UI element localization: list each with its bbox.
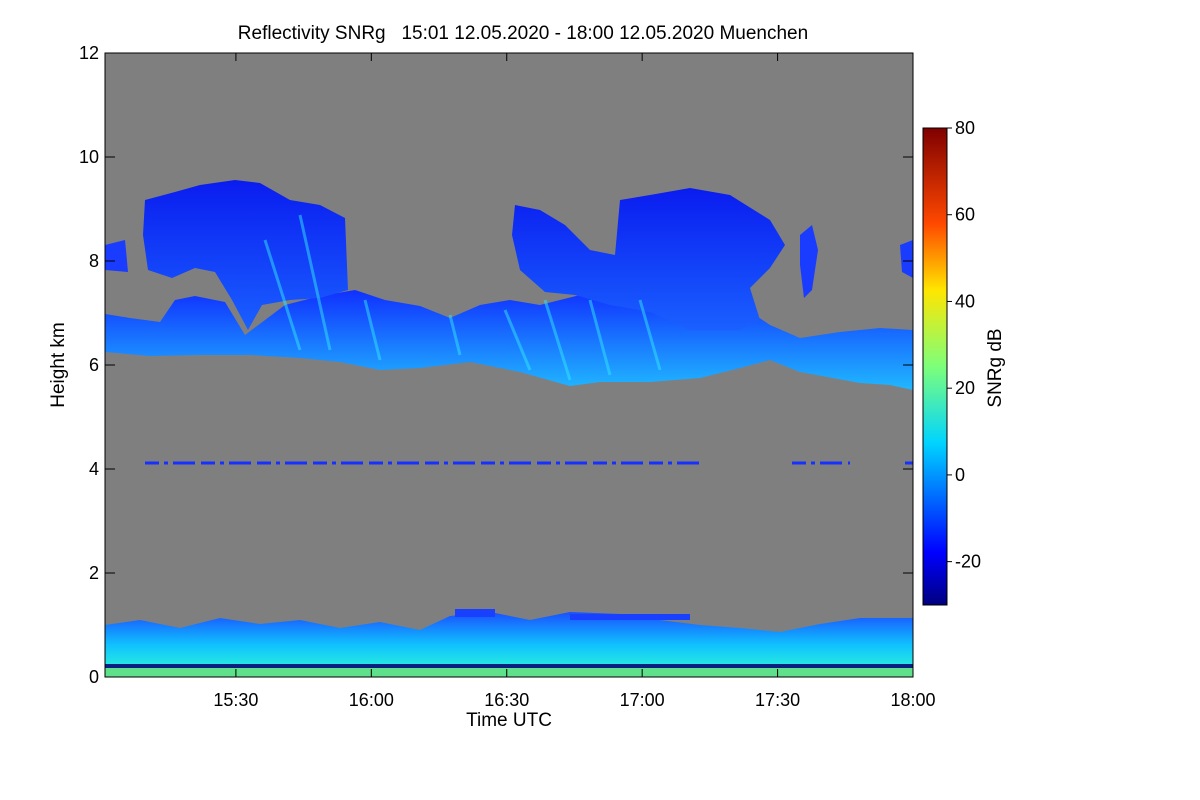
cloud-tops-right	[512, 188, 785, 330]
colorbar-tick-label-5: 80	[955, 118, 975, 138]
fall-streaks	[263, 214, 662, 381]
echo-patch-1km-b	[570, 614, 690, 620]
y-tick-label-2: 4	[89, 459, 99, 479]
colorbar-tick-label-1: 0	[955, 465, 965, 485]
x-axis: 15:30 16:00 16:30 17:00 17:30 18:00	[213, 53, 936, 710]
y-tick-label-4: 8	[89, 251, 99, 271]
y-axis: 0 2 4 6 8 10 12	[79, 43, 913, 687]
colorbar	[922, 127, 948, 606]
cloud-patch-far-right	[800, 225, 818, 298]
colorbar-tick-label-2: 20	[955, 378, 975, 398]
cloud-patch-right-edge	[900, 240, 913, 278]
radar-echoes	[105, 180, 913, 677]
ground-band	[105, 668, 913, 677]
y-tick-label-3: 6	[89, 355, 99, 375]
boundary-layer-clutter	[105, 612, 913, 677]
x-tick-label-3: 17:00	[620, 690, 665, 710]
cloud-patch-left-edge	[105, 240, 128, 272]
colorbar-title: SNRg dB	[985, 328, 1006, 407]
colorbar-ticks: -20 0 20 40 60 80	[947, 118, 981, 572]
colorbar-tick-label-4: 60	[955, 205, 975, 225]
y-tick-label-0: 0	[89, 667, 99, 687]
x-axis-title: Time UTC	[466, 710, 552, 731]
chart-title: Reflectivity SNRg 15:01 12.05.2020 - 18:…	[238, 23, 808, 44]
y-tick-label-1: 2	[89, 563, 99, 583]
x-tick-label-2: 16:30	[484, 690, 529, 710]
echo-patch-1km-a	[455, 609, 495, 617]
x-tick-label-0: 15:30	[213, 690, 258, 710]
x-tick-label-1: 16:00	[349, 690, 394, 710]
near-ground-band	[105, 664, 913, 668]
colorbar-tick-label-3: 40	[955, 291, 975, 311]
y-axis-title: Height km	[48, 322, 69, 408]
colorbar-tick-label-0: -20	[955, 552, 981, 572]
x-tick-label-4: 17:30	[755, 690, 800, 710]
y-tick-label-6: 12	[79, 43, 99, 63]
x-tick-label-5: 18:00	[890, 690, 935, 710]
cloud-tops-left	[143, 180, 348, 330]
y-tick-label-5: 10	[79, 147, 99, 167]
